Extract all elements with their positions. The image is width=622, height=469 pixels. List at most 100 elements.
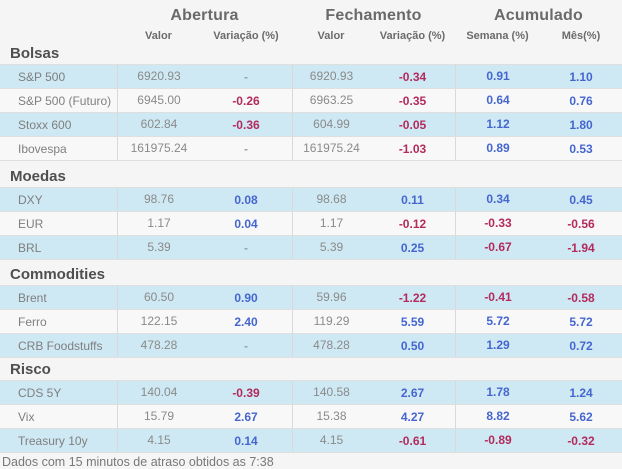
column-header-abertura-variacao: Variação (%) <box>213 29 279 42</box>
section-title-commodities: Commodities <box>10 266 106 283</box>
acumulado-mes-cell: 1.24 <box>569 385 593 400</box>
abertura-valor-cell: 60.50 <box>117 286 200 309</box>
table-row: CRB Foodstuffs 478.28 - 478.28 0.50 1.29 0.72 <box>0 334 622 358</box>
fechamento-valor-cell: 6963.25 <box>292 89 370 112</box>
fechamento-valor-cell: 604.99 <box>292 113 370 136</box>
abertura-valor-cell: 6945.00 <box>117 89 200 112</box>
table-row: Treasury 10y 4.15 0.14 4.15 -0.61 -0.89 -0.32 <box>0 429 622 453</box>
row-label: CRB Foodstuffs <box>18 338 103 353</box>
row-label: Brent <box>18 290 47 305</box>
abertura-valor-cell: 4.15 <box>117 429 200 452</box>
fechamento-valor-cell: 119.29 <box>292 310 370 333</box>
table-row: DXY 98.76 0.08 98.68 0.11 0.34 0.45 <box>0 188 622 212</box>
table-row: S&P 500 6920.93 - 6920.93 -0.34 0.91 1.10 <box>0 65 622 89</box>
row-label: Ibovespa <box>18 141 67 156</box>
acumulado-semana-cell: 0.34 <box>455 188 540 211</box>
fechamento-valor-cell: 98.68 <box>292 188 370 211</box>
sections: Bolsas S&P 500 6920.93-6920.93 -0.34 0.91 1.1… <box>0 44 622 453</box>
acumulado-mes-cell: -0.56 <box>567 216 595 231</box>
row-label: DXY <box>18 192 43 207</box>
group-header-fechamento: Fechamento <box>325 7 422 24</box>
fechamento-valor-cell: 59.96 <box>292 286 370 309</box>
table-header: Abertura Fechamento Acumulado Valor Vari… <box>0 0 622 44</box>
fechamento-variacao-cell: 2.67 <box>400 385 425 400</box>
fechamento-valor-cell: 5.39 <box>292 236 370 259</box>
fechamento-valor-cell: 161975.24 <box>292 137 370 160</box>
group-header-row: Abertura Fechamento Acumulado <box>0 5 622 27</box>
acumulado-semana-cell: 0.64 <box>455 89 540 112</box>
fechamento-variacao-cell: -0.05 <box>398 117 427 132</box>
acumulado-mes-cell: 0.45 <box>569 192 593 207</box>
table-row: CDS 5Y 140.04 -0.39 140.58 2.67 1.78 1.24 <box>0 381 622 405</box>
row-label: S&P 500 <box>18 69 66 84</box>
abertura-variacao-cell: -0.26 <box>232 93 260 108</box>
acumulado-mes-cell: 5.72 <box>569 314 593 329</box>
fechamento-variacao-cell: 0.50 <box>400 338 425 353</box>
table-row: S&P 500 (Futuro) 6945.00 -0.26 6963.25 -0.35… <box>0 89 622 113</box>
table-row: EUR 1.17 0.04 1.17 -0.12 -0.33 -0.56 <box>0 212 622 236</box>
group-header-abertura: Abertura <box>170 7 239 24</box>
acumulado-semana-cell: 5.72 <box>455 310 540 333</box>
acumulado-semana-cell: 0.89 <box>455 137 540 160</box>
abertura-valor-cell: 122.15 <box>117 310 200 333</box>
row-label: Treasury 10y <box>18 433 88 448</box>
abertura-variacao-cell: 2.67 <box>234 409 258 424</box>
abertura-variacao-cell: -0.36 <box>232 117 260 132</box>
fechamento-variacao-cell: 5.59 <box>400 314 425 329</box>
abertura-valor-cell: 5.39 <box>117 236 200 259</box>
section-rows-risco: CDS 5Y 140.04 -0.39 140.58 2.67 1.78 1.24 Vix 15… <box>0 380 622 453</box>
acumulado-semana-cell: -0.89 <box>455 429 540 452</box>
section-rows-bolsas: S&P 500 6920.93-6920.93 -0.34 0.91 1.10 S&P 5… <box>0 64 622 161</box>
fechamento-variacao-cell: -0.12 <box>398 216 427 231</box>
abertura-valor-cell: 478.28 <box>117 334 200 357</box>
acumulado-semana-cell: 0.91 <box>455 65 540 88</box>
table-row: Stoxx 600 602.84 -0.36 604.99 -0.05 1.12 1.80 <box>0 113 622 137</box>
column-header-row: Valor Variação (%) Valor Variação (%) Se… <box>0 27 622 44</box>
abertura-variacao-cell: - <box>244 141 248 156</box>
abertura-variacao-cell: -0.39 <box>232 385 260 400</box>
fechamento-valor-cell: 4.15 <box>292 429 370 452</box>
abertura-valor-cell: 1.17 <box>117 212 200 235</box>
row-label: EUR <box>18 216 44 231</box>
acumulado-mes-cell: 0.72 <box>569 338 593 353</box>
group-header-acumulado: Acumulado <box>494 7 583 24</box>
fechamento-valor-cell: 15.38 <box>292 405 370 428</box>
fechamento-valor-cell: 6920.93 <box>292 65 370 88</box>
acumulado-mes-cell: 0.53 <box>569 141 593 156</box>
abertura-variacao-cell: - <box>244 338 248 353</box>
abertura-variacao-cell: 0.04 <box>234 216 258 231</box>
acumulado-semana-cell: 1.12 <box>455 113 540 136</box>
row-label: S&P 500 (Futuro) <box>18 93 112 108</box>
acumulado-mes-cell: 0.76 <box>569 93 593 108</box>
acumulado-semana-cell: -0.33 <box>455 212 540 235</box>
column-header-fechamento-valor: Valor <box>317 29 345 42</box>
abertura-variacao-cell: 0.90 <box>234 290 258 305</box>
acumulado-mes-cell: -1.94 <box>567 240 595 255</box>
abertura-variacao-cell: 0.14 <box>234 433 258 448</box>
row-label: Ferro <box>18 314 47 329</box>
abertura-variacao-cell: 0.08 <box>234 192 258 207</box>
section-title-risco: Risco <box>10 361 51 378</box>
fechamento-variacao-cell: -1.22 <box>398 290 427 305</box>
column-header-mes: Mês(%) <box>561 29 601 42</box>
section-title-bolsas: Bolsas <box>10 45 60 62</box>
acumulado-mes-cell: 1.10 <box>569 69 593 84</box>
row-label: Vix <box>18 409 35 424</box>
row-label: Stoxx 600 <box>18 117 72 132</box>
row-label: CDS 5Y <box>18 385 62 400</box>
abertura-valor-cell: 161975.24 <box>117 137 200 160</box>
fechamento-variacao-cell: -0.34 <box>398 69 427 84</box>
fechamento-variacao-cell: -0.61 <box>398 433 427 448</box>
abertura-variacao-cell: 2.40 <box>234 314 258 329</box>
acumulado-semana-cell: 1.29 <box>455 334 540 357</box>
fechamento-variacao-cell: 0.11 <box>401 192 424 207</box>
row-label: BRL <box>18 240 42 255</box>
acumulado-mes-cell: 5.62 <box>569 409 593 424</box>
acumulado-semana-cell: -0.67 <box>455 236 540 259</box>
table-row: Ibovespa 161975.24 - 161975.24 -1.03 0.89 0.53 <box>0 137 622 161</box>
abertura-variacao-cell: - <box>244 240 248 255</box>
acumulado-semana-cell: 8.82 <box>455 405 540 428</box>
acumulado-mes-cell: -0.58 <box>567 290 595 305</box>
acumulado-semana-cell: 1.78 <box>455 381 540 404</box>
abertura-valor-cell: 602.84 <box>117 113 200 136</box>
